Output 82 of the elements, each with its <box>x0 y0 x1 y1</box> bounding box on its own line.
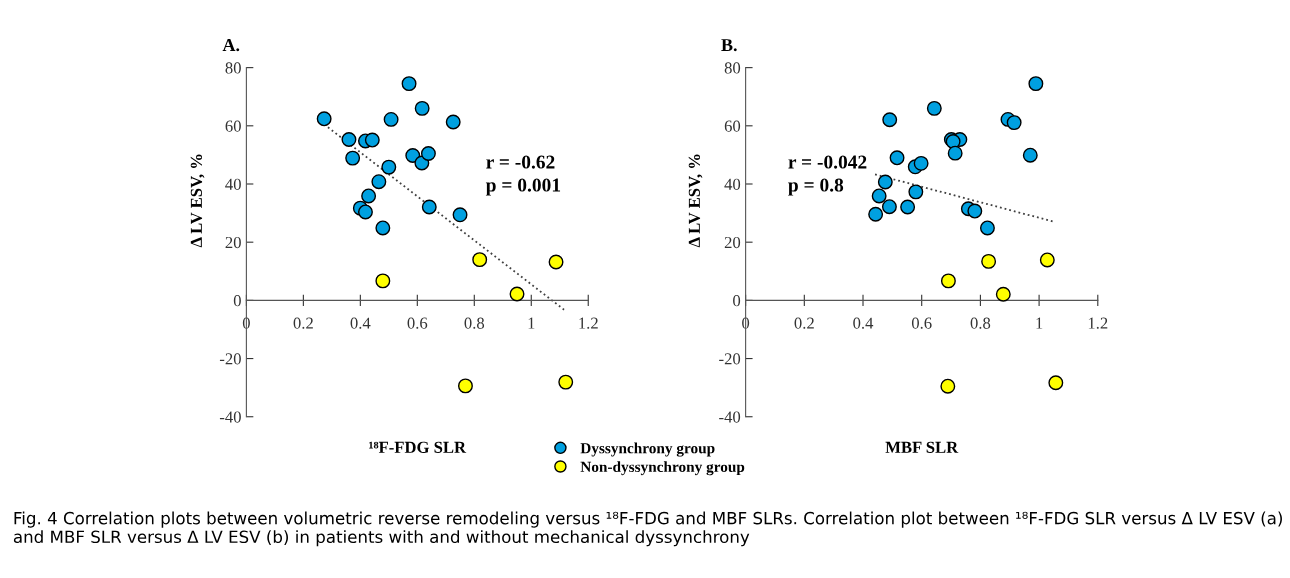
point <box>548 254 564 270</box>
point <box>881 199 897 215</box>
x-tick-label: 0.8 <box>464 317 485 329</box>
y-tick-label: 20 <box>225 236 241 249</box>
x-tick-label: 0.8 <box>970 317 991 329</box>
y-axis-title: Δ LV ESV, % <box>190 154 205 248</box>
x-tick-label: 0.2 <box>293 317 313 329</box>
chart-title: B. <box>721 39 737 52</box>
x-tick-label: 0.4 <box>853 317 874 329</box>
point <box>421 199 437 215</box>
point <box>558 374 574 390</box>
point <box>913 155 929 171</box>
annotation: r = -0.62 p = 0.001 <box>485 155 561 196</box>
annotation: r = -0.042 p = 0.8 <box>788 155 867 196</box>
x-tick-label: 1 <box>528 317 535 329</box>
point <box>871 188 887 204</box>
point <box>1048 375 1064 391</box>
point <box>981 253 997 269</box>
y-tick-label: 0 <box>233 295 241 307</box>
point <box>979 220 995 236</box>
point <box>405 148 421 163</box>
point <box>900 199 916 215</box>
point <box>995 286 1011 302</box>
y-tick-label: 80 <box>724 62 741 74</box>
point <box>947 145 963 161</box>
point <box>509 286 525 302</box>
y-tick-label: 60 <box>225 120 241 132</box>
x-tick-label: 0.6 <box>407 317 428 329</box>
point <box>358 204 373 220</box>
point <box>940 378 956 394</box>
point <box>1039 252 1055 268</box>
y-tick-label: 40 <box>724 178 741 190</box>
point <box>401 76 417 92</box>
x-tick-label: 1.2 <box>579 317 598 329</box>
point <box>940 273 956 289</box>
point <box>1006 115 1022 131</box>
point <box>375 220 391 236</box>
point <box>445 114 461 130</box>
x-axis-title: MBF SLR <box>885 441 959 453</box>
point <box>364 132 380 148</box>
y-tick-label: -20 <box>219 353 241 365</box>
y-tick-label: -40 <box>719 411 741 423</box>
y-tick-label: 40 <box>225 178 241 190</box>
x-tick-label: 0.6 <box>911 317 932 329</box>
y-axis-title: Δ LV ESV, % <box>688 154 703 248</box>
point <box>345 150 361 166</box>
point <box>375 273 391 289</box>
point <box>882 112 898 128</box>
point <box>316 111 332 127</box>
point <box>868 206 884 222</box>
point <box>361 188 377 204</box>
y-tick-label: -20 <box>719 353 741 365</box>
point <box>877 174 893 190</box>
point <box>889 150 905 166</box>
point <box>414 100 430 116</box>
y-tick-label: -40 <box>219 411 241 423</box>
point <box>452 207 468 223</box>
chart-title: A. <box>222 39 240 52</box>
point <box>1022 147 1038 163</box>
legend-label: Dyssynchrony group <box>580 442 715 457</box>
point <box>371 174 387 190</box>
point <box>381 159 397 175</box>
y-tick-label: 20 <box>724 236 741 249</box>
caption: Fig. 4 Correlation plots between volumetric reverse remodeling versus ¹⁸F-FDG and MBF SLRs. Correlation plot between ¹⁸F-FDG SLR versus Δ LV ESV (a) and MBF SLR versus Δ LV ESV (b) in patients with and without mechanical dyssynchrony <box>13 511 1282 547</box>
x-axis-title: ¹⁸F-FDG SLR <box>369 441 467 453</box>
point <box>341 132 357 147</box>
legend-label: Non-dyssynchrony group <box>580 461 745 476</box>
y-tick-label: 60 <box>724 120 741 132</box>
point <box>457 378 473 394</box>
point <box>383 111 399 127</box>
point <box>926 100 942 116</box>
point <box>420 145 436 161</box>
point <box>472 252 488 268</box>
x-tick-label: 0.4 <box>350 317 371 329</box>
x-tick-label: 1.2 <box>1088 317 1108 329</box>
y-tick-label: 80 <box>225 62 241 74</box>
point <box>967 203 983 219</box>
x-tick-label: 0.2 <box>794 317 814 329</box>
y-tick-label: 0 <box>733 295 741 307</box>
x-tick-label: 1 <box>1036 317 1043 329</box>
point <box>908 184 924 200</box>
point <box>1028 76 1044 92</box>
